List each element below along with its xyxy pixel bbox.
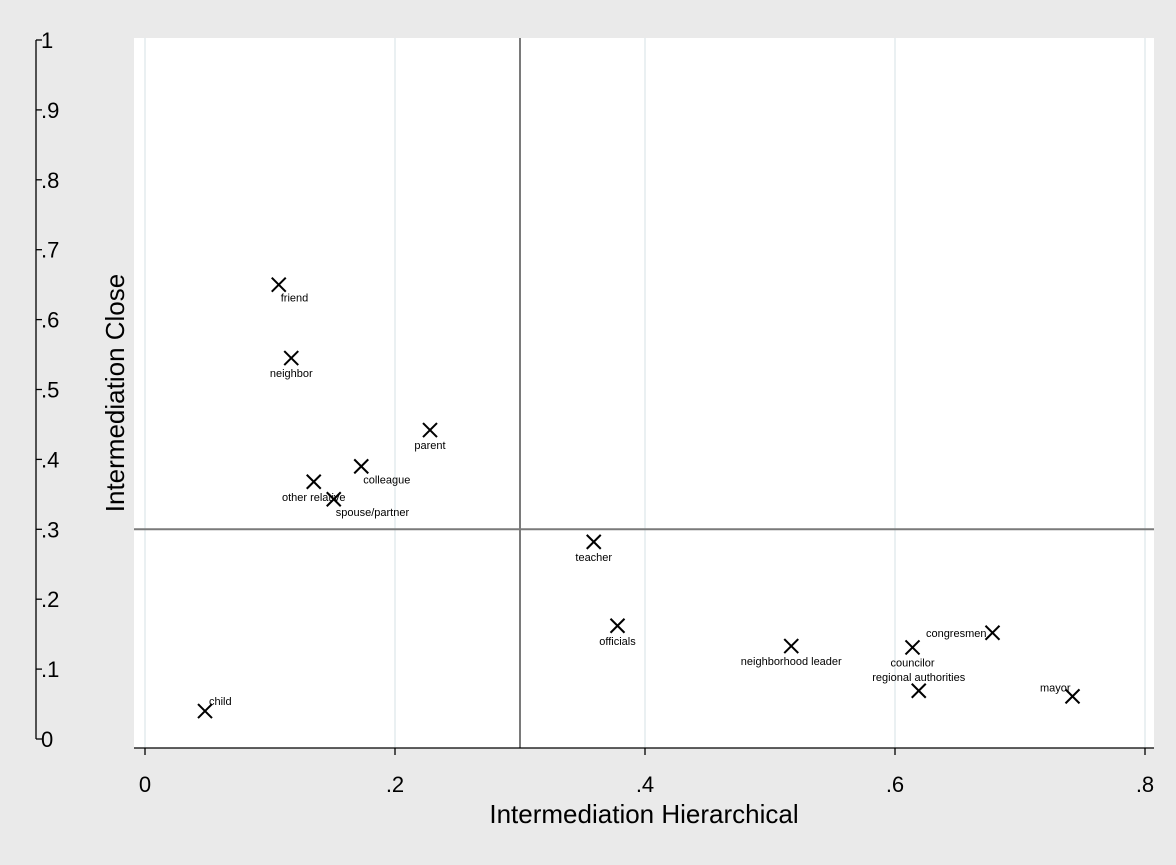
point-label: councilor bbox=[890, 657, 934, 669]
point-label: congresmen bbox=[926, 628, 987, 640]
y-tick-label: 1 bbox=[41, 28, 53, 53]
point-label: friend bbox=[281, 293, 309, 305]
point-label: child bbox=[209, 696, 232, 708]
plot-background bbox=[134, 38, 1154, 748]
data-point: neighborhood leader bbox=[741, 638, 842, 668]
data-point: neighbor bbox=[270, 350, 313, 380]
point-marker bbox=[911, 683, 927, 699]
point-marker bbox=[1064, 688, 1081, 705]
point-marker bbox=[586, 534, 602, 550]
point-label: teacher bbox=[575, 552, 612, 564]
x-tick-label: .6 bbox=[886, 772, 904, 797]
point-label: neighbor bbox=[270, 368, 313, 380]
data-point: congresmen bbox=[926, 625, 1001, 641]
point-marker bbox=[783, 638, 799, 654]
point-marker bbox=[422, 422, 438, 438]
data-point: teacher bbox=[575, 534, 612, 564]
point-marker bbox=[283, 350, 299, 366]
point-marker bbox=[353, 458, 369, 475]
y-tick-label: .1 bbox=[41, 657, 59, 682]
y-tick-label: .7 bbox=[41, 238, 59, 263]
y-tick-label: .8 bbox=[41, 168, 59, 193]
y-tick-label: .3 bbox=[41, 517, 59, 542]
y-tick-label: .2 bbox=[41, 587, 59, 612]
point-label: regional authorities bbox=[872, 672, 965, 684]
grid-lines bbox=[144, 38, 1146, 748]
x-tick-label: .8 bbox=[1136, 772, 1154, 797]
y-tick-label: .6 bbox=[41, 308, 59, 333]
axes: 0 .1 .2 .3 .4 .5 .6 .7 .8 .9 1 0 .2 .4 .6 .8 bbox=[35, 28, 1154, 797]
point-marker bbox=[197, 703, 213, 719]
point-label: colleague bbox=[363, 474, 410, 486]
point-marker bbox=[306, 474, 322, 490]
point-label: parent bbox=[414, 440, 445, 452]
data-point: councilor bbox=[890, 639, 935, 669]
point-label: mayor bbox=[1040, 682, 1071, 694]
data-point: parent bbox=[414, 422, 446, 452]
point-label: spouse/partner bbox=[336, 507, 410, 519]
x-tick-label: 0 bbox=[139, 772, 151, 797]
point-label: officials bbox=[599, 636, 636, 648]
x-tick-label: .4 bbox=[636, 772, 654, 797]
data-point: officials bbox=[599, 618, 636, 648]
data-point: friend bbox=[271, 276, 309, 305]
data-point: regional authorities bbox=[872, 672, 966, 699]
point-marker bbox=[984, 625, 1001, 641]
data-point: colleague bbox=[353, 458, 410, 486]
y-tick-label: .5 bbox=[41, 378, 59, 403]
y-axis-title: Intermediation Close bbox=[100, 274, 130, 512]
point-marker bbox=[609, 618, 626, 634]
x-axis-title: Intermediation Hierarchical bbox=[489, 799, 798, 829]
point-label: neighborhood leader bbox=[741, 656, 842, 668]
data-point: child bbox=[197, 696, 232, 719]
data-point: mayor bbox=[1040, 682, 1081, 705]
x-tick-label: .2 bbox=[386, 772, 404, 797]
data-point: spouse/partner bbox=[326, 491, 410, 519]
point-marker bbox=[271, 276, 287, 293]
y-tick-label: 0 bbox=[41, 727, 53, 752]
reference-lines bbox=[134, 38, 1154, 748]
point-marker bbox=[326, 491, 342, 507]
y-tick-label: .9 bbox=[41, 98, 59, 123]
point-marker bbox=[904, 639, 921, 656]
y-tick-label: .4 bbox=[41, 447, 59, 472]
